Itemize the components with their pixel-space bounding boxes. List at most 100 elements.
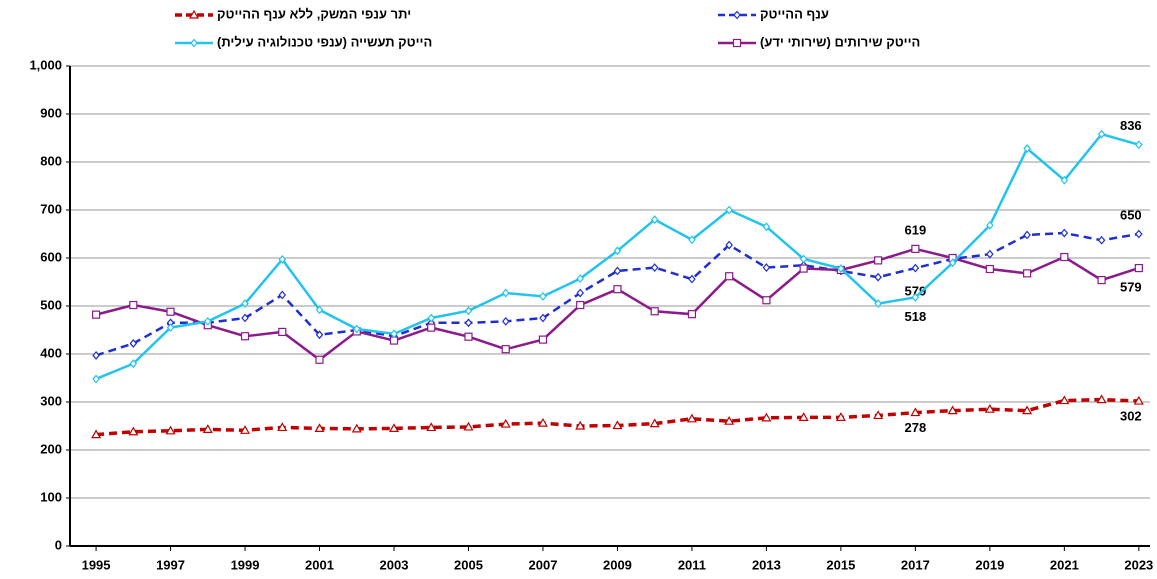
marker: [986, 220, 994, 230]
marker: [278, 290, 287, 300]
series-line: [95, 231, 1140, 357]
series-line: [95, 397, 1139, 437]
x-tick-label: 2003: [380, 557, 409, 572]
marker: [129, 359, 138, 369]
data-label: 278: [905, 420, 927, 435]
marker: [798, 412, 809, 421]
marker: [874, 299, 882, 309]
marker: [799, 264, 808, 273]
marker: [1097, 129, 1106, 139]
marker: [948, 258, 957, 268]
marker: [240, 332, 250, 341]
marker: [799, 254, 808, 264]
data-label: 518: [905, 309, 927, 324]
y-tick-label: 200: [40, 441, 62, 456]
marker: [1135, 140, 1143, 150]
marker: [165, 425, 176, 435]
x-tick-label: 2011: [678, 557, 706, 572]
marker: [91, 310, 101, 319]
marker: [1060, 175, 1069, 185]
marker: [1097, 275, 1106, 285]
x-tick-label: 2021: [1050, 557, 1079, 572]
marker: [686, 413, 697, 423]
x-tick-label: 1997: [156, 557, 185, 572]
marker: [874, 256, 883, 265]
marker: [732, 38, 742, 48]
marker: [204, 316, 212, 326]
marker: [351, 423, 362, 433]
marker: [91, 429, 102, 439]
marker: [576, 274, 584, 284]
marker: [427, 323, 436, 332]
x-tick-label: 2017: [901, 557, 930, 572]
marker: [315, 355, 324, 364]
marker: [241, 299, 249, 309]
data-label: 619: [905, 222, 927, 237]
marker: [501, 316, 510, 326]
marker: [761, 412, 772, 422]
data-label: 579: [1120, 280, 1142, 295]
marker: [314, 423, 325, 432]
marker: [352, 324, 361, 334]
marker: [129, 300, 138, 310]
marker: [129, 339, 138, 348]
marker: [1060, 252, 1069, 262]
marker: [464, 332, 473, 341]
data-label: 579: [905, 284, 927, 299]
marker: [835, 412, 846, 421]
marker: [687, 310, 697, 319]
y-tick-label: 100: [40, 489, 62, 504]
marker: [464, 306, 473, 316]
marker: [537, 417, 548, 427]
legend-label: יתר ענפי המשק, ללא ענף ההייטק: [217, 6, 411, 21]
marker: [650, 215, 659, 225]
marker: [650, 307, 659, 316]
x-tick-label: 2001: [305, 557, 334, 572]
marker: [575, 420, 586, 430]
marker: [1096, 394, 1107, 404]
marker: [613, 285, 622, 294]
marker: [1060, 228, 1069, 238]
marker: [910, 407, 921, 417]
marker: [874, 272, 882, 282]
marker: [539, 313, 547, 323]
marker: [576, 288, 584, 298]
marker: [725, 240, 733, 250]
marker: [166, 307, 175, 316]
y-tick-label: 300: [40, 393, 62, 408]
marker: [390, 329, 398, 339]
marker: [984, 403, 995, 413]
y-tick-label: 0: [55, 537, 62, 552]
marker: [985, 264, 994, 274]
x-tick-label: 2015: [826, 557, 855, 572]
marker: [1022, 405, 1033, 415]
marker: [724, 415, 735, 425]
marker: [911, 244, 920, 253]
marker: [277, 422, 288, 432]
marker: [911, 292, 920, 302]
marker: [426, 422, 437, 432]
marker: [190, 38, 198, 48]
series-line: [95, 247, 1140, 362]
marker: [1097, 235, 1106, 245]
marker: [241, 313, 249, 323]
legend-label: הייטק שירותים (שירותי ידע): [760, 34, 920, 49]
x-tick-label: 2007: [529, 557, 558, 572]
marker: [500, 418, 511, 428]
marker: [166, 323, 175, 333]
y-tick-label: 700: [40, 201, 62, 216]
x-tick-label: 2009: [603, 557, 632, 572]
marker: [1134, 263, 1143, 273]
marker: [986, 249, 994, 259]
marker: [278, 327, 287, 337]
marker: [92, 374, 100, 384]
marker: [1059, 395, 1070, 405]
y-tick-label: 800: [40, 153, 62, 168]
marker: [539, 291, 547, 301]
x-tick-label: 2005: [454, 557, 483, 572]
y-tick-label: 1,000: [29, 57, 62, 72]
series-line: [95, 132, 1140, 381]
marker: [688, 274, 696, 284]
y-tick-label: 500: [40, 297, 62, 312]
y-tick-label: 900: [40, 105, 62, 120]
